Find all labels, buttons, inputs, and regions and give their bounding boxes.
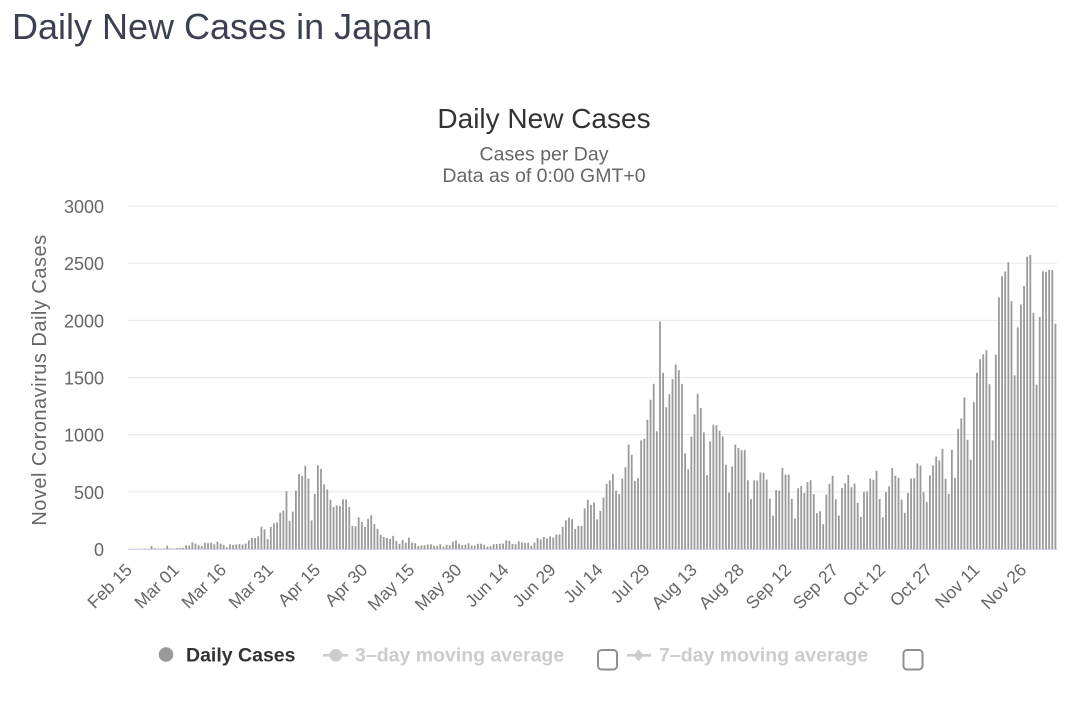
svg-text:1500: 1500 [64, 369, 104, 389]
svg-text:1000: 1000 [64, 426, 104, 446]
svg-text:Apr 30: Apr 30 [321, 559, 372, 610]
svg-text:Mar 31: Mar 31 [224, 560, 277, 613]
svg-text:Oct 12: Oct 12 [839, 560, 890, 611]
svg-text:2500: 2500 [64, 254, 104, 274]
svg-text:Oct 27: Oct 27 [886, 560, 937, 611]
svg-text:May 30: May 30 [411, 559, 466, 614]
svg-text:Aug 28: Aug 28 [695, 560, 748, 613]
svg-text:Data as of 0:00 GMT+0: Data as of 0:00 GMT+0 [442, 165, 645, 187]
svg-text:500: 500 [74, 483, 104, 503]
svg-text:Apr 15: Apr 15 [274, 560, 325, 611]
svg-text:Daily Cases: Daily Cases [186, 645, 296, 667]
svg-text:Daily New Cases: Daily New Cases [437, 103, 650, 134]
svg-text:Nov 26: Nov 26 [977, 560, 1030, 613]
svg-text:2000: 2000 [64, 311, 104, 331]
svg-text:Cases per Day: Cases per Day [480, 144, 609, 166]
svg-text:Jun 14: Jun 14 [461, 560, 512, 611]
svg-text:Mar 01: Mar 01 [130, 560, 183, 613]
svg-text:3000: 3000 [64, 197, 104, 217]
svg-text:0: 0 [94, 540, 104, 560]
svg-text:Jul 14: Jul 14 [559, 560, 606, 607]
svg-text:Feb 15: Feb 15 [83, 560, 136, 613]
svg-text:Jun 29: Jun 29 [508, 560, 559, 611]
svg-text:Daily New Cases in Japan: Daily New Cases in Japan [12, 6, 432, 47]
svg-text:Aug 13: Aug 13 [647, 560, 700, 613]
svg-text:Jul 29: Jul 29 [607, 560, 654, 607]
svg-text:Mar 16: Mar 16 [177, 560, 230, 613]
svg-text:3–day moving average: 3–day moving average [355, 645, 564, 667]
svg-text:Nov 11: Nov 11 [931, 560, 983, 612]
svg-text:7–day moving average: 7–day moving average [659, 645, 868, 667]
svg-text:Novel Coronavirus Daily Cases: Novel Coronavirus Daily Cases [29, 234, 51, 525]
svg-text:May 15: May 15 [364, 560, 419, 615]
svg-text:Sep 27: Sep 27 [789, 560, 842, 613]
svg-text:Sep 12: Sep 12 [742, 560, 795, 613]
